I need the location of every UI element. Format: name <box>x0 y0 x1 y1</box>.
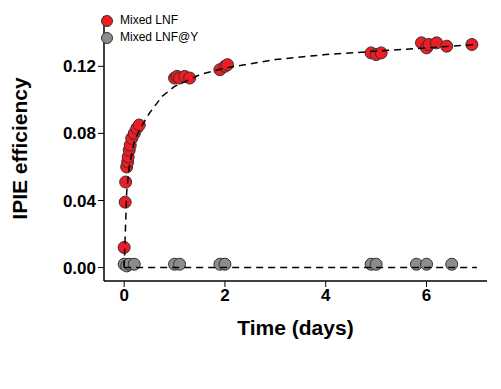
svg-text:0: 0 <box>119 286 128 305</box>
svg-text:0.04: 0.04 <box>63 192 97 211</box>
svg-text:6: 6 <box>422 286 431 305</box>
html-text:Mixed LNF: Mixed LNF <box>120 13 178 27</box>
svg-text:0.08: 0.08 <box>63 124 96 143</box>
svg-text:0.12: 0.12 <box>63 57 96 76</box>
svg-text:0.00: 0.00 <box>63 259 96 278</box>
svg-text:4: 4 <box>321 286 331 305</box>
html-text:Mixed LNF@Y: Mixed LNF@Y <box>120 30 199 44</box>
svg-text:IPIE efficiency: IPIE efficiency <box>8 77 31 220</box>
svg-text:Time (days): Time (days) <box>237 316 353 339</box>
svg-text:2: 2 <box>220 286 229 305</box>
